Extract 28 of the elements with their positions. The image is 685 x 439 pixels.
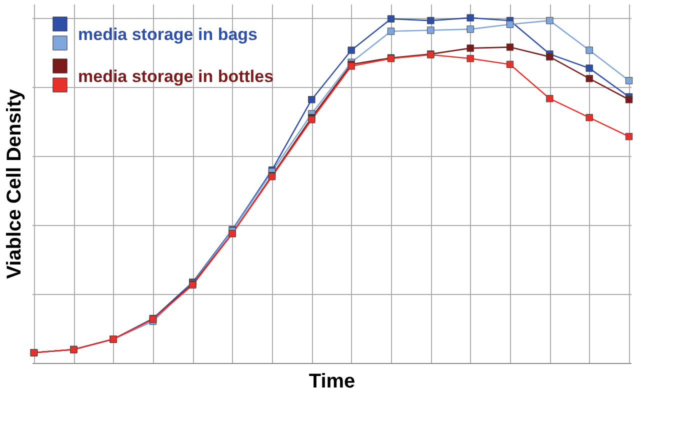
point (466, 54, 474, 62)
point (308, 96, 316, 104)
legend-label: media storage in bags (78, 25, 258, 44)
point (625, 77, 633, 84)
point (427, 16, 434, 24)
point (506, 60, 514, 68)
y-axis-title: Viablce Cell Density (4, 88, 26, 279)
point (586, 46, 593, 54)
point (625, 96, 633, 104)
point (427, 26, 434, 34)
point (586, 74, 593, 82)
point (308, 116, 316, 124)
point (546, 94, 554, 102)
point (387, 15, 395, 22)
point (466, 44, 474, 52)
point (348, 46, 355, 54)
x-axis-title: Time (308, 370, 356, 392)
point (625, 132, 633, 140)
point (506, 20, 514, 28)
point (506, 44, 514, 51)
point (546, 16, 554, 24)
legend-label: media storage in bottles (78, 67, 274, 86)
point (586, 64, 593, 72)
point (387, 28, 395, 35)
point (466, 26, 474, 33)
point (586, 114, 593, 122)
point (466, 14, 474, 22)
point (546, 53, 554, 60)
